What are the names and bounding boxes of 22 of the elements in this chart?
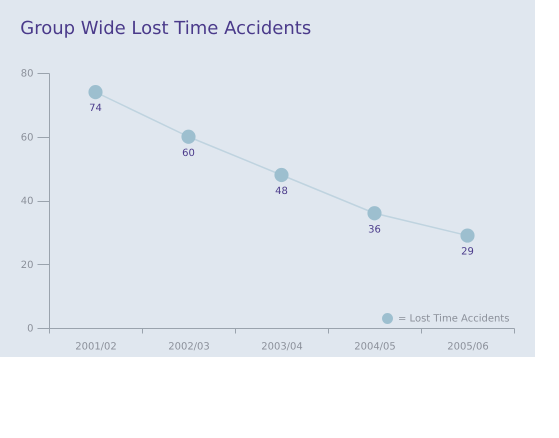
y-tick-label: 80 xyxy=(20,68,34,80)
data-label: 48 xyxy=(275,186,288,197)
point xyxy=(88,85,103,100)
x-tick-label: 2002/03 xyxy=(168,342,210,352)
point xyxy=(274,168,289,182)
y-tick-label: 20 xyxy=(20,260,34,271)
x-tick-label: 2004/05 xyxy=(354,342,396,352)
legend-label: = Lost Time Accidents xyxy=(398,314,510,324)
y-tick-label: 60 xyxy=(20,132,34,144)
point xyxy=(460,228,475,243)
data-label: 36 xyxy=(368,224,381,236)
chart-title: Group Wide Lost Time Accidents xyxy=(20,18,312,39)
data-label: 29 xyxy=(461,246,474,258)
y-tick-label: 0 xyxy=(27,324,34,334)
point xyxy=(367,206,382,220)
data-label: 60 xyxy=(182,148,195,159)
x-tick-label: 2003/04 xyxy=(261,342,303,352)
point xyxy=(181,130,196,144)
x-tick-label: 2005/06 xyxy=(447,342,489,352)
y-tick-label: 40 xyxy=(20,196,34,207)
data-label: 74 xyxy=(89,103,102,114)
x-tick-label: 2001/02 xyxy=(75,342,117,352)
